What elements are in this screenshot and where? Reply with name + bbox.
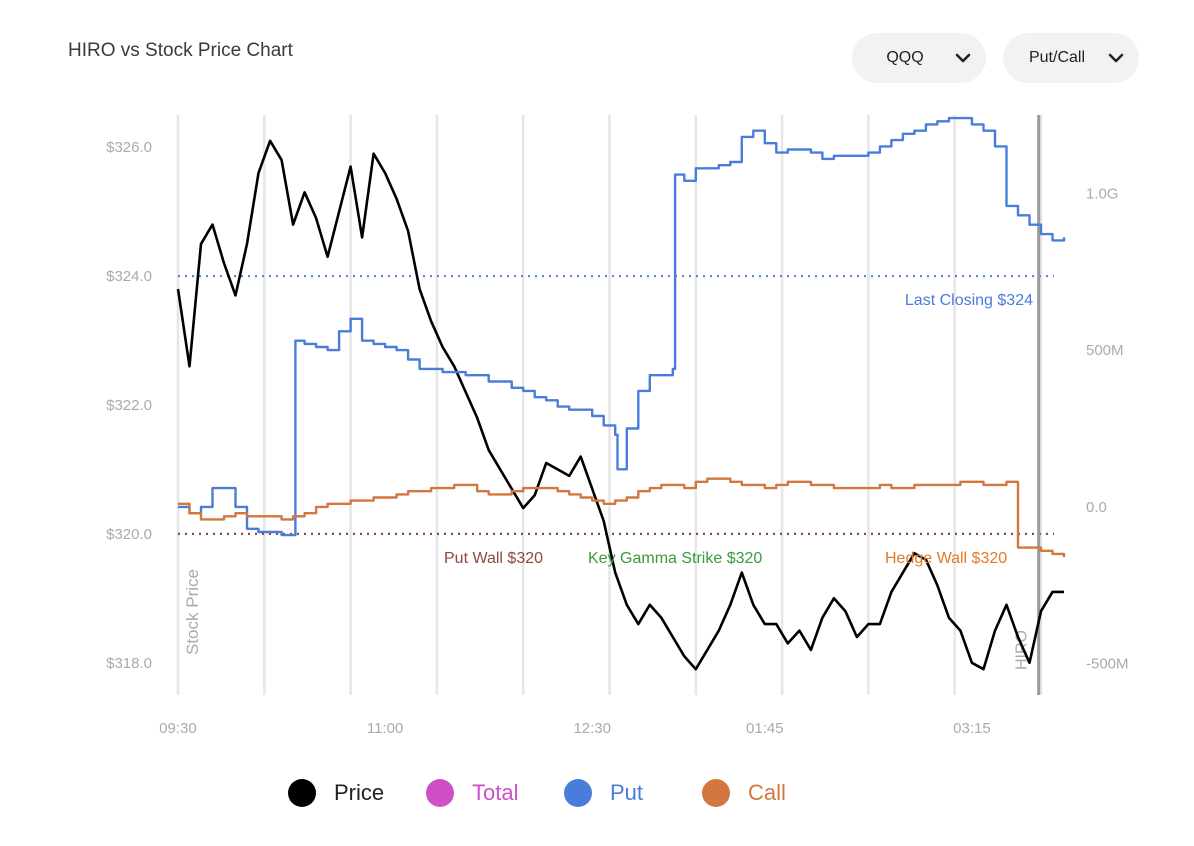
chevron-down-icon <box>950 53 976 63</box>
chevron-down-icon <box>1103 53 1129 63</box>
legend-label-put: Put <box>610 780 644 805</box>
y-left-tick-label: $326.0 <box>106 139 152 156</box>
legend-dot-call <box>702 779 730 807</box>
chart-title: HIRO vs Stock Price Chart <box>68 40 293 61</box>
legend-dot-put <box>564 779 592 807</box>
ticker-select[interactable]: QQQ <box>852 33 986 83</box>
x-tick-label: 12:30 <box>573 720 611 737</box>
y-right-tick-label: 1.0G <box>1086 185 1119 202</box>
legend-label-total: Total <box>472 780 519 805</box>
legend-dot-price <box>288 779 316 807</box>
legend-item-put[interactable]: Put <box>564 776 643 810</box>
y-right-tick-label: 0.0 <box>1086 499 1107 516</box>
hiro-chart[interactable]: $318.0 $320.0 $322.0 $324.0 $326.0 -500M 0.0 50… <box>0 0 1194 760</box>
x-tick-label: 09:30 <box>159 720 197 737</box>
y-left-tick-label: $318.0 <box>106 655 152 672</box>
x-tick-label: 01:45 <box>746 720 784 737</box>
legend-item-call[interactable]: Call <box>702 776 786 810</box>
ticker-select-value: QQQ <box>886 49 924 66</box>
key-gamma-strike-label: Key Gamma Strike $320 <box>588 550 762 567</box>
y-left-tick-label: $324.0 <box>106 268 152 285</box>
x-tick-label: 03:15 <box>953 720 991 737</box>
series-line-put <box>178 116 1066 537</box>
y-right-tick-label: -500M <box>1086 656 1129 673</box>
y-right-tick-label: 500M <box>1086 342 1124 359</box>
last-closing-label: Last Closing $324 <box>905 292 1033 309</box>
hedge-wall-label: Hedge Wall $320 <box>885 550 1007 567</box>
legend-dot-total <box>426 779 454 807</box>
mode-select-value: Put/Call <box>1028 49 1086 66</box>
y-right-axis-label: HIRO <box>1014 630 1031 670</box>
put-wall-label: Put Wall $320 <box>444 550 543 567</box>
y-left-axis-label: Stock Price <box>183 569 202 655</box>
legend-label-price: Price <box>334 780 385 805</box>
y-left-tick-label: $320.0 <box>106 526 152 543</box>
series-line-call <box>178 477 1066 558</box>
series-line-price <box>176 139 1064 671</box>
y-left-tick-label: $322.0 <box>106 397 152 414</box>
mode-select[interactable]: Put/Call <box>1003 33 1139 83</box>
legend-item-total[interactable]: Total <box>426 776 518 810</box>
x-tick-label: 11:00 <box>367 720 403 737</box>
legend-item-price[interactable]: Price <box>288 776 384 810</box>
legend-label-call: Call <box>748 780 786 805</box>
